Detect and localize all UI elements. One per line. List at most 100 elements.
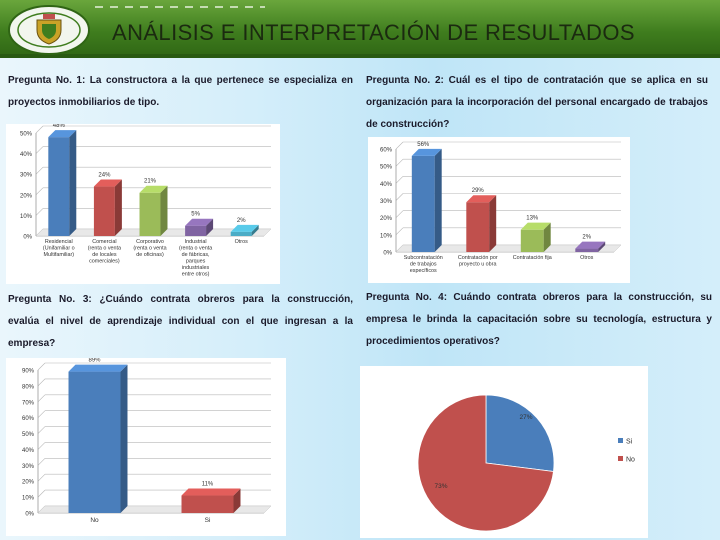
chart-3-panel: 0% 10% 20% 30% 40% 50% 60% 70% 80% 90% 89% No 11% Si xyxy=(6,358,286,536)
bar-side xyxy=(251,224,259,236)
bar-top xyxy=(411,148,442,156)
x-tick-label: industriales xyxy=(182,265,210,271)
bar xyxy=(181,495,234,513)
x-tick-label: Multifamiliar) xyxy=(44,252,75,258)
y-tick-label: 50% xyxy=(20,132,33,138)
pie-slice xyxy=(417,394,554,532)
bar-top xyxy=(68,364,128,372)
gridline-depth xyxy=(37,426,46,434)
data-label: 5% xyxy=(191,212,200,218)
question-1-text: Pregunta No. 1: La constructora a la que… xyxy=(8,70,353,114)
chart-1: 0% 10% 20% 30% 40% 50% 48% Residencial(Unifamil… xyxy=(20,124,272,278)
gridline-depth xyxy=(35,125,44,134)
legend-swatch xyxy=(618,438,623,443)
x-tick-label: proyecto u obra xyxy=(459,262,496,268)
y-tick-label: 10% xyxy=(20,214,33,220)
x-tick-label: (renta o venta xyxy=(88,246,121,252)
data-label: 56% xyxy=(417,142,430,148)
question-1-line-2: proyectos inmobiliarios de tipo. xyxy=(8,97,160,108)
y-tick-label: 50% xyxy=(22,432,35,438)
question-4-line-3: procedimientos operativos? xyxy=(366,336,500,347)
bar-side xyxy=(434,148,442,252)
question-2-line-3: de construcción? xyxy=(366,119,450,130)
bar-side xyxy=(598,241,606,252)
chart-3: 0% 10% 20% 30% 40% 50% 60% 70% 80% 90% 89% No 11% Si xyxy=(22,358,272,524)
chart-4-panel: 27% 73% Si No xyxy=(360,366,648,538)
x-tick-label: (renta o venta xyxy=(133,246,166,252)
x-tick-label: entre otros) xyxy=(182,272,210,278)
y-tick-label: 60% xyxy=(22,416,35,422)
legend-label: Si xyxy=(626,439,633,446)
y-tick-label: 30% xyxy=(380,199,393,205)
x-tick-label: parques xyxy=(186,259,206,265)
x-tick-label: Comercial xyxy=(92,239,116,245)
gridline-depth xyxy=(395,158,404,167)
x-tick-label: de oficinas) xyxy=(136,252,164,258)
gridline-depth xyxy=(37,474,46,482)
question-3-line-3: empresa? xyxy=(8,338,56,349)
question-2-line-1: Pregunta No. 2: Cuál es el tipo de contr… xyxy=(366,75,708,86)
bar xyxy=(411,155,435,252)
question-4-line-2: empresa le brinda la capacitación sobre … xyxy=(366,314,712,325)
question-2-text: Pregunta No. 2: Cuál es el tipo de contr… xyxy=(366,70,708,136)
bar-side xyxy=(160,185,168,236)
gridline-depth xyxy=(395,227,404,236)
y-tick-label: 30% xyxy=(20,173,33,179)
bar-side xyxy=(120,364,128,513)
y-tick-label: 50% xyxy=(380,165,393,171)
bar-top xyxy=(139,185,168,193)
x-tick-label: Contratación fija xyxy=(513,255,552,261)
bar-side xyxy=(233,488,241,513)
data-label: 2% xyxy=(237,218,246,224)
data-label: 24% xyxy=(98,173,111,179)
bar xyxy=(68,371,121,513)
bar-top xyxy=(48,130,77,138)
bar-top xyxy=(181,488,241,496)
gridline-depth xyxy=(35,187,44,196)
data-label: 48% xyxy=(53,124,66,129)
chart-4: 27% 73% Si No xyxy=(417,394,635,532)
x-tick-label: Corporativo xyxy=(136,239,164,245)
data-label: 13% xyxy=(526,216,539,222)
legend-swatch xyxy=(618,456,623,461)
bar-side xyxy=(114,179,122,236)
bar-side xyxy=(489,195,497,252)
x-tick-label: Subcontratación xyxy=(404,255,443,261)
y-tick-label: 90% xyxy=(22,369,35,375)
question-4-line-1: Pregunta No. 4: Cuándo contrata obreros … xyxy=(366,292,712,303)
gridline-depth xyxy=(37,394,46,402)
y-tick-label: 10% xyxy=(380,233,393,239)
x-tick-label: No xyxy=(90,517,99,524)
page-title: ANÁLISIS E INTERPRETACIÓN DE RESULTADOS xyxy=(112,20,635,45)
x-tick-label: de trabajos xyxy=(410,262,437,268)
pie-slice xyxy=(485,394,555,472)
bar-side xyxy=(206,218,214,236)
question-1-line-1: Pregunta No. 1: La constructora a la que… xyxy=(8,75,353,86)
gridline-depth xyxy=(395,210,404,218)
bar xyxy=(48,137,70,236)
question-3-line-2: evalúa el nivel de aprendizaje individua… xyxy=(8,316,353,327)
gridline-depth xyxy=(395,193,404,201)
bar-side xyxy=(543,222,551,252)
data-label: 29% xyxy=(472,188,485,194)
gridline-depth xyxy=(37,442,46,450)
question-4-text: Pregunta No. 4: Cuándo contrata obreros … xyxy=(366,287,712,353)
gridline-depth xyxy=(395,176,404,184)
x-tick-label: Industrial xyxy=(185,239,207,245)
university-logo xyxy=(8,5,90,55)
x-tick-label: Contratación por xyxy=(458,255,498,261)
y-tick-label: 70% xyxy=(22,400,35,406)
pie-data-label: 27% xyxy=(519,414,532,421)
bar-top xyxy=(230,224,259,232)
y-tick-label: 0% xyxy=(23,235,32,241)
bar-top xyxy=(185,218,214,226)
gridline-depth xyxy=(37,458,46,466)
pie-data-label: 73% xyxy=(434,483,447,490)
x-tick-label: Otros xyxy=(235,239,248,245)
x-tick-label: (Unifamiliar o xyxy=(43,246,75,252)
x-tick-label: Otros xyxy=(580,255,593,261)
chart-2-panel: 0% 10% 20% 30% 40% 50% 60% 56% Subcontratación de… xyxy=(368,137,630,283)
gridline-depth xyxy=(35,208,44,216)
gridline-depth xyxy=(37,378,46,387)
bar xyxy=(139,192,161,236)
